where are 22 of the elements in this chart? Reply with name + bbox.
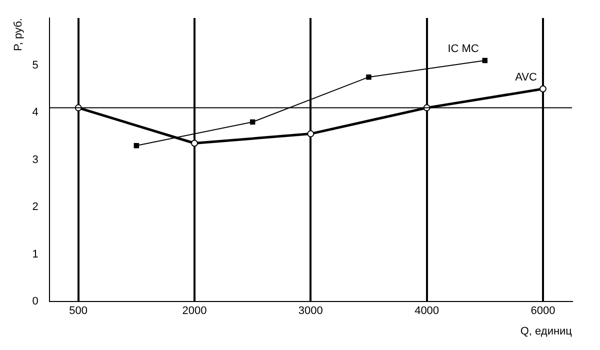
x-axis-title: Q, единиц <box>520 325 573 338</box>
point <box>250 119 256 125</box>
y-tick-label: 2 <box>32 201 38 214</box>
series-label: AVC <box>515 71 538 84</box>
y-tick-label: 3 <box>32 154 38 166</box>
series-label: IC MC <box>448 43 479 56</box>
y-tick-label: 5 <box>32 59 38 72</box>
y-tick-label: 4 <box>32 106 38 119</box>
x-tick-label: 6000 <box>530 305 556 318</box>
x-tick-label: 3000 <box>298 305 323 318</box>
point <box>134 143 140 148</box>
point <box>191 140 198 147</box>
x-tick-label: 500 <box>69 305 88 318</box>
point <box>539 85 546 92</box>
point <box>366 74 372 80</box>
y-tick-label: 0 <box>32 296 38 308</box>
x-tick-label: 2000 <box>182 305 207 318</box>
y-axis-title: P, руб. <box>12 18 25 52</box>
point <box>307 130 314 138</box>
x-tick-label: 4000 <box>414 305 440 318</box>
point <box>482 58 488 64</box>
y-tick-label: 1 <box>32 248 38 260</box>
